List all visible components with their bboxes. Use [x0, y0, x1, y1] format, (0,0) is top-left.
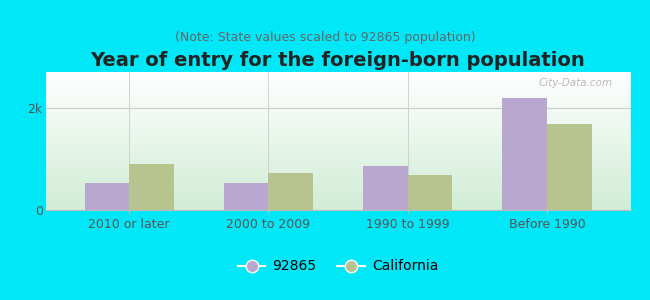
- Bar: [84, 183, 129, 210]
- Bar: [502, 98, 547, 210]
- Bar: [547, 124, 592, 210]
- Text: City-Data.com: City-Data.com: [539, 77, 613, 88]
- Bar: [224, 183, 268, 210]
- Bar: [363, 166, 408, 210]
- Bar: [129, 164, 174, 210]
- Bar: [408, 175, 452, 210]
- Text: (Note: State values scaled to 92865 population): (Note: State values scaled to 92865 popu…: [175, 32, 475, 44]
- Bar: [268, 173, 313, 210]
- Legend: 92865, California: 92865, California: [232, 254, 444, 279]
- Title: Year of entry for the foreign-born population: Year of entry for the foreign-born popul…: [90, 51, 586, 70]
